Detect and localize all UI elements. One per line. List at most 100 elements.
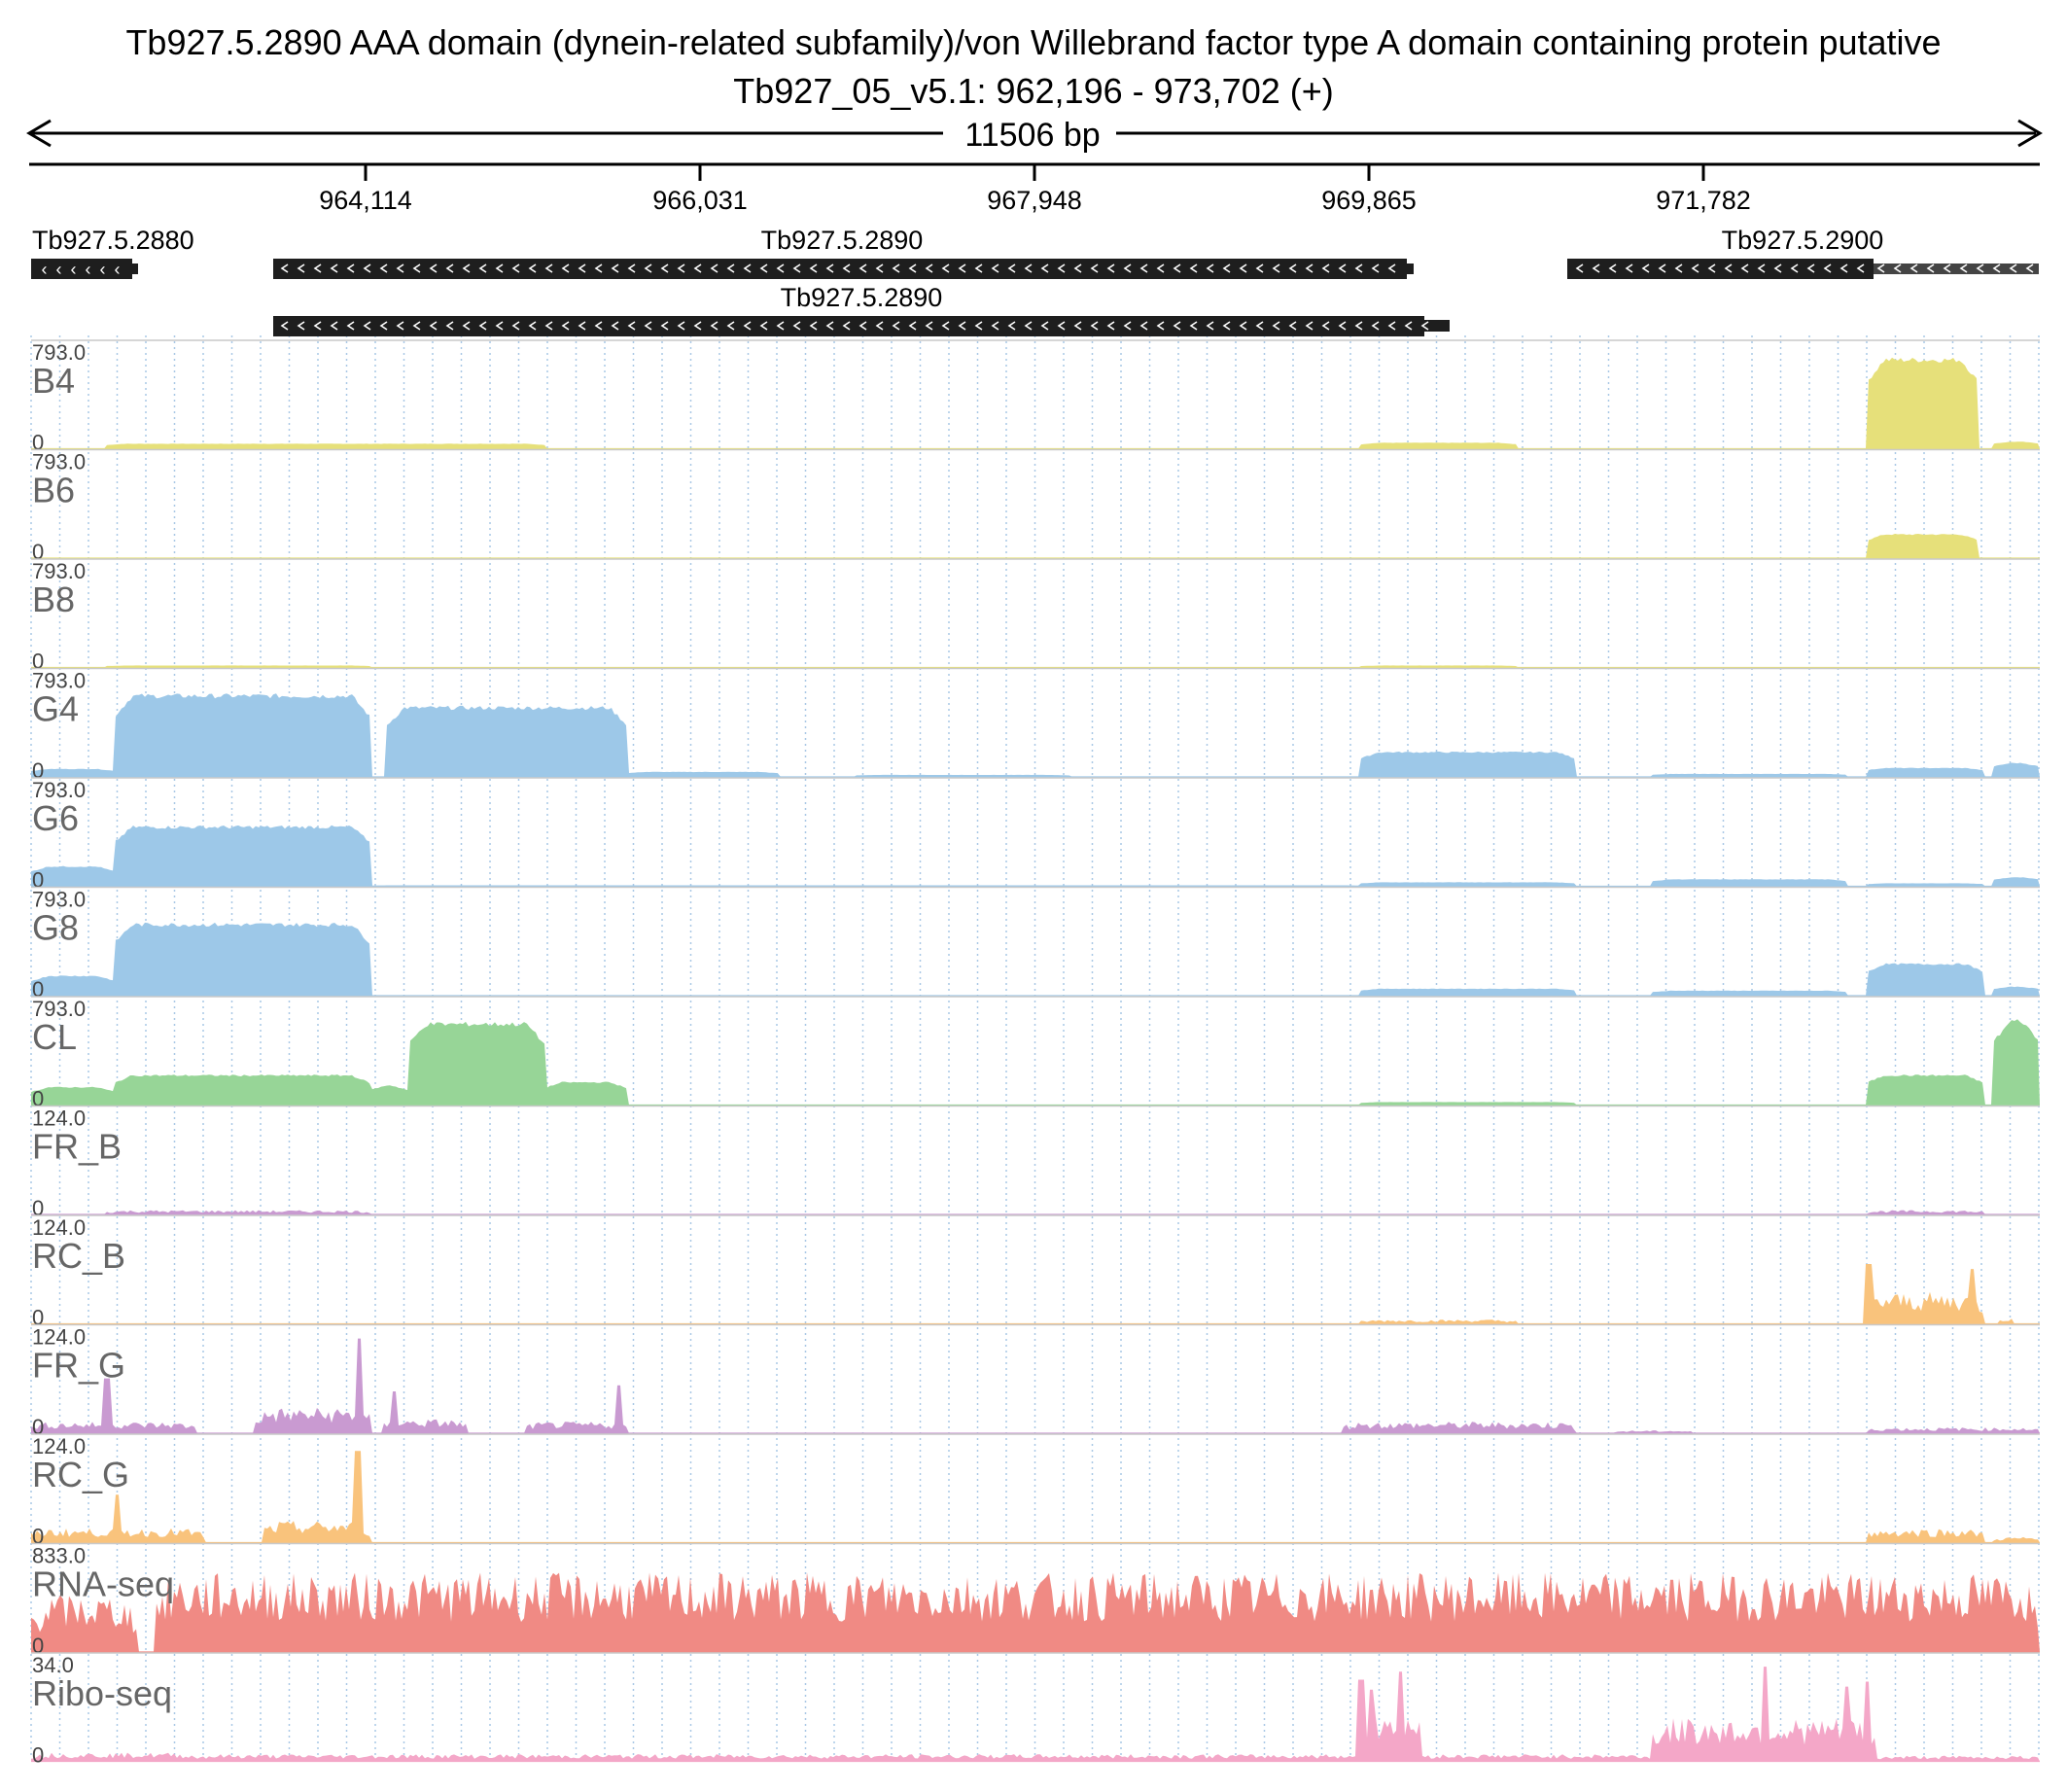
coverage-area: [31, 1572, 2040, 1652]
strand-chevron: [660, 321, 669, 331]
strand-chevron: [1024, 321, 1033, 331]
ruler-tick: 969,865: [1321, 164, 1417, 215]
strand-chevron: [925, 264, 933, 273]
strand-chevron: [495, 321, 504, 331]
strand-chevron: [1404, 321, 1413, 331]
strand-chevron: [974, 264, 983, 273]
strand-chevron: [478, 321, 487, 331]
strand-chevron: [991, 264, 999, 273]
strand-chevron: [544, 264, 553, 273]
track-min-label: 0: [32, 1634, 44, 1658]
strand-chevron: [1040, 321, 1049, 331]
strand-chevron: [941, 264, 950, 273]
strand-chevron: [792, 264, 801, 273]
strand-chevron: [842, 264, 851, 273]
gene-feature[interactable]: ‹ ‹ ‹ ‹ ‹ ‹: [31, 259, 138, 279]
track-min-label: 0: [32, 977, 44, 1001]
strand-chevron: [792, 321, 801, 331]
strand-chevron: [1255, 264, 1264, 273]
strand-chevron: [677, 264, 685, 273]
strand-chevron: [974, 321, 983, 331]
track-g4[interactable]: 793.0G4 0: [31, 667, 2040, 784]
track-b4[interactable]: 793.0B4 0: [31, 339, 2040, 455]
strand-chevron: [1893, 264, 1902, 273]
track-g6[interactable]: 793.0G6 0: [31, 777, 2040, 893]
strand-chevron: [1057, 264, 1066, 273]
strand-chevron: [1288, 264, 1297, 273]
strand-chevron: [1724, 264, 1733, 273]
strand-chevron: [1691, 264, 1699, 273]
strand-chevron: [1173, 321, 1181, 331]
strand-chevron: [1387, 321, 1396, 331]
strand-chevron: [1387, 264, 1396, 273]
track-name-label: CL: [32, 1017, 77, 1057]
strand-chevron: [858, 264, 867, 273]
track-name-label: RNA-seq: [32, 1564, 174, 1604]
coverage-area: [31, 693, 2040, 777]
strand-chevron: [280, 321, 289, 331]
track-name-label: G8: [32, 908, 79, 948]
strand-chevron: [1608, 264, 1617, 273]
track-min-label: 0: [32, 431, 44, 455]
ruler-tick-label: 964,114: [319, 186, 412, 215]
strand-chevron: [346, 264, 355, 273]
strand-chevron: [462, 321, 471, 331]
signal-tracks: 793.0B40793.0B60793.0B80793.0G40793.0G60…: [31, 339, 2040, 1768]
strand-chevron: [478, 264, 487, 273]
gene-feature[interactable]: [1567, 259, 2039, 279]
strand-chevron: [1823, 264, 1832, 273]
strand-chevron: [379, 321, 388, 331]
track-min-label: 0: [32, 1525, 44, 1549]
gene-feature[interactable]: [273, 259, 1414, 279]
strand-chevron: [1371, 264, 1380, 273]
strand-chevron: [330, 321, 338, 331]
strand-chevron: [809, 264, 818, 273]
strand-chevron: [958, 264, 966, 273]
gene-label: Tb927.5.2890: [781, 283, 943, 312]
strand-chevron: [495, 264, 504, 273]
strand-chevron: [313, 321, 322, 331]
track-max-label: 793.0: [32, 559, 86, 583]
strand-chevron: [1106, 321, 1115, 331]
strand-chevron: [1338, 264, 1347, 273]
strand-chevron: [511, 321, 520, 331]
track-rc_b[interactable]: 124.0RC_B 0: [31, 1214, 2040, 1330]
track-g8[interactable]: 793.0G8 0: [31, 886, 2040, 1002]
gene-title: Tb927.5.2890 AAA domain (dynein-related …: [125, 22, 1942, 62]
gene-feature[interactable]: [273, 316, 1450, 336]
track-cl[interactable]: 793.0CL 0: [31, 996, 2040, 1111]
strand-chevron: [297, 321, 305, 331]
strand-chevron: [594, 321, 603, 331]
strand-chevron: [825, 264, 834, 273]
track-b8[interactable]: 793.0B8 0: [31, 558, 2040, 674]
track-name-label: FR_B: [32, 1127, 122, 1167]
track-name-label: RC_B: [32, 1236, 125, 1276]
track-rc_g[interactable]: 124.0RC_G 0: [31, 1433, 2040, 1549]
strand-chevron: [561, 264, 570, 273]
strand-chevron: [1189, 321, 1198, 331]
strand-chevron: [1073, 264, 1082, 273]
track-max-label: 793.0: [32, 340, 86, 365]
ruler-tick: 966,031: [652, 164, 748, 215]
strand-chevron: [1305, 321, 1314, 331]
strand-chevron: [1090, 264, 1099, 273]
track-fr_b[interactable]: 124.0FR_B 0: [31, 1105, 2040, 1221]
track-fr_g[interactable]: 124.0FR_G 0: [31, 1323, 2040, 1440]
strand-chevron: [660, 264, 669, 273]
strand-chevron: [1222, 264, 1231, 273]
track-name-label: G6: [32, 798, 79, 838]
strand-chevron: [693, 321, 702, 331]
strand-chevron: [710, 321, 718, 331]
strand-chevron: [875, 321, 884, 331]
strand-chevron: [429, 264, 438, 273]
coverage-area: [31, 1019, 2040, 1106]
strand-chevron: [1239, 264, 1247, 273]
track-b6[interactable]: 793.0B6 0: [31, 448, 2040, 565]
track-max-label: 793.0: [32, 450, 86, 474]
strand-chevron: [627, 264, 636, 273]
strand-chevron: [1575, 264, 1584, 273]
strand-chevron: [330, 264, 338, 273]
